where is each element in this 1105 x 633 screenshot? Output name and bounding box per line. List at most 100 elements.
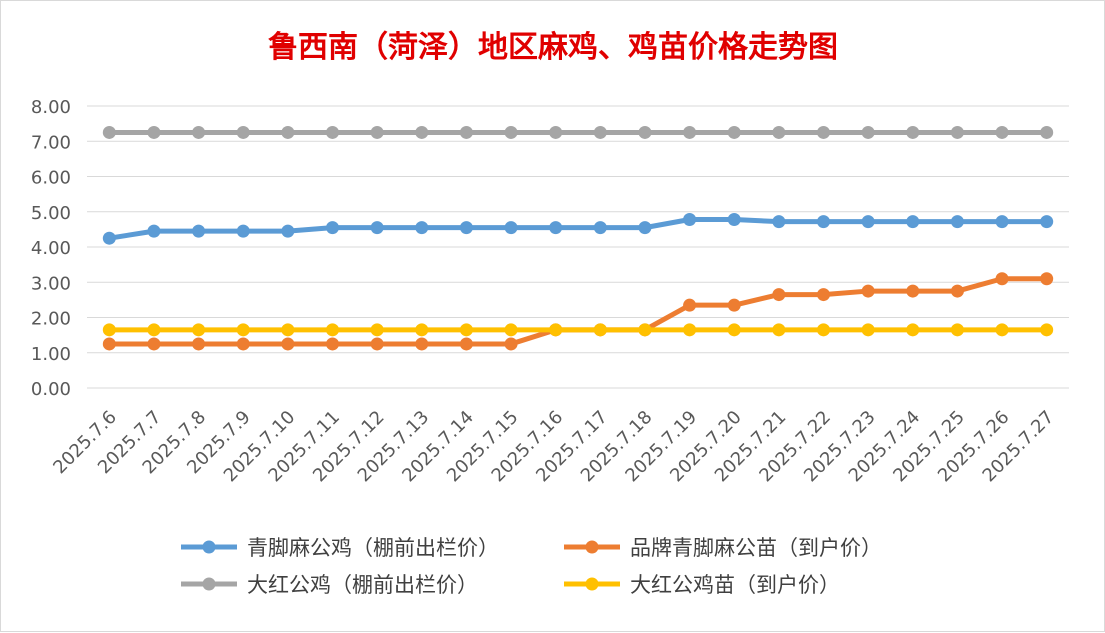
- data-point: [727, 298, 741, 312]
- data-point: [950, 215, 964, 229]
- data-point: [415, 323, 429, 337]
- series-line: [106, 217, 1050, 241]
- data-point: [147, 224, 161, 238]
- data-point: [906, 125, 920, 139]
- series-0: [102, 213, 1054, 245]
- data-point: [192, 337, 206, 351]
- data-point: [326, 337, 339, 351]
- data-point: [326, 125, 339, 139]
- y-tick-label: 6.00: [31, 168, 71, 189]
- data-point: [817, 323, 830, 337]
- y-tick-label: 5.00: [31, 203, 71, 224]
- data-point: [906, 215, 920, 229]
- data-point: [459, 221, 473, 235]
- data-point: [638, 125, 652, 139]
- data-point: [236, 224, 250, 238]
- data-point: [638, 221, 652, 235]
- data-point: [459, 323, 473, 337]
- data-point: [683, 323, 697, 337]
- data-point: [504, 125, 518, 139]
- data-point: [1040, 323, 1054, 337]
- data-point: [504, 221, 518, 235]
- data-point: [370, 125, 384, 139]
- series-lines: [102, 125, 1054, 351]
- data-point: [281, 224, 295, 238]
- data-point: [549, 323, 563, 337]
- data-point: [504, 337, 518, 351]
- series-3: [102, 323, 1054, 337]
- data-point: [192, 323, 206, 337]
- y-tick-label: 2.00: [31, 309, 71, 330]
- series-line: [106, 276, 1050, 347]
- data-point: [727, 323, 741, 337]
- data-point: [370, 337, 384, 351]
- y-tick-label: 4.00: [31, 238, 71, 259]
- data-point: [817, 215, 830, 229]
- y-tick-label: 1.00: [31, 344, 71, 365]
- data-point: [817, 125, 830, 139]
- legend-swatch-marker: [202, 577, 216, 591]
- data-point: [147, 337, 161, 351]
- data-point: [415, 125, 429, 139]
- data-point: [906, 284, 920, 298]
- legend-item: 大红公鸡苗（到户价）: [564, 573, 840, 597]
- data-point: [593, 125, 607, 139]
- data-point: [593, 323, 607, 337]
- legend-label: 大红公鸡（棚前出栏价）: [247, 573, 478, 597]
- legend-item: 品牌青脚麻公苗（到户价）: [564, 536, 882, 560]
- y-tick-label: 0.00: [31, 379, 71, 400]
- y-axis-ticks: 0.00 1.00 2.00 3.00 4.00 5.00 6.00 7.00 8.00: [31, 97, 71, 400]
- data-point: [102, 337, 116, 351]
- data-point: [102, 323, 116, 337]
- legend-swatch-marker: [202, 540, 216, 554]
- data-point: [906, 323, 920, 337]
- data-point: [772, 215, 786, 229]
- chart-title: 鲁西南（菏泽）地区麻鸡、鸡苗价格走势图: [268, 30, 838, 65]
- data-point: [861, 215, 875, 229]
- data-point: [281, 323, 295, 337]
- data-point: [192, 125, 206, 139]
- data-point: [236, 125, 250, 139]
- data-point: [950, 125, 964, 139]
- legend-item: 青脚麻公鸡（棚前出栏价）: [181, 536, 499, 560]
- data-point: [950, 323, 964, 337]
- legend-label: 青脚麻公鸡（棚前出栏价）: [247, 536, 499, 560]
- gridlines: [87, 105, 1069, 389]
- data-point: [281, 337, 295, 351]
- data-point: [1040, 215, 1054, 229]
- legend-label: 品牌青脚麻公苗（到户价）: [630, 536, 882, 560]
- data-point: [147, 125, 161, 139]
- data-point: [683, 213, 697, 227]
- data-point: [995, 323, 1009, 337]
- data-point: [950, 284, 964, 298]
- data-point: [236, 323, 250, 337]
- data-point: [861, 323, 875, 337]
- y-tick-label: 3.00: [31, 273, 71, 294]
- y-tick-label: 7.00: [31, 132, 71, 153]
- data-point: [727, 213, 741, 227]
- series-1: [102, 272, 1054, 351]
- data-point: [683, 298, 697, 312]
- data-point: [326, 323, 339, 337]
- x-axis-ticks: 2025.7.62025.7.72025.7.82025.7.92025.7.1…: [49, 407, 1058, 487]
- data-point: [995, 272, 1009, 286]
- data-point: [861, 125, 875, 139]
- data-point: [370, 221, 384, 235]
- data-point: [995, 215, 1009, 229]
- legend-item: 大红公鸡（棚前出栏价）: [181, 573, 478, 597]
- data-point: [236, 337, 250, 351]
- data-point: [192, 224, 206, 238]
- data-point: [727, 125, 741, 139]
- data-point: [683, 125, 697, 139]
- series-2: [102, 125, 1054, 139]
- data-point: [1040, 272, 1054, 286]
- data-point: [415, 221, 429, 235]
- data-point: [817, 288, 830, 302]
- legend-swatch-marker: [585, 540, 599, 554]
- data-point: [147, 323, 161, 337]
- data-point: [772, 323, 786, 337]
- legend: 青脚麻公鸡（棚前出栏价） 品牌青脚麻公苗（到户价） 大红公鸡（棚前出栏价） 大红公鸡苗…: [181, 536, 882, 597]
- data-point: [772, 288, 786, 302]
